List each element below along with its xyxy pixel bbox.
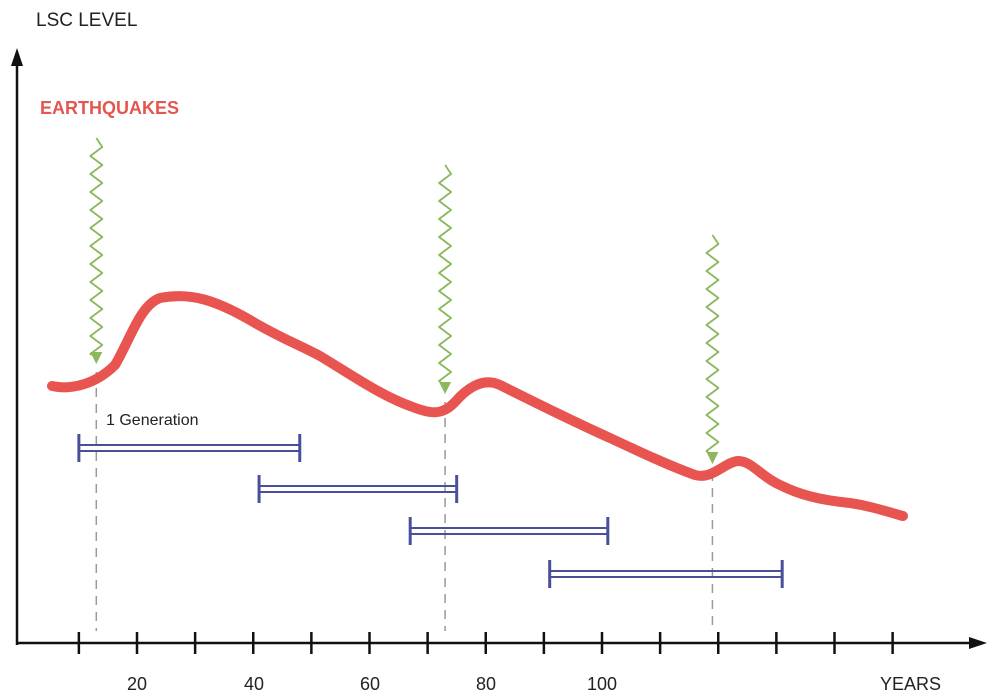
x-tick-labels: 20 40 60 80 100 xyxy=(127,674,617,694)
earthquakes-label: EARTHQUAKES xyxy=(40,98,179,118)
y-axis-arrowhead xyxy=(11,48,23,66)
x-ticks xyxy=(77,632,894,654)
x-axis-arrowhead xyxy=(969,637,987,649)
earthquake-arrowhead xyxy=(706,452,719,464)
axes xyxy=(11,48,987,654)
earthquake-arrow xyxy=(438,164,452,387)
x-tick-label: 20 xyxy=(127,674,147,694)
earthquake-arrows xyxy=(89,137,720,464)
x-tick-label: 100 xyxy=(587,674,617,694)
generation-bars xyxy=(77,434,784,588)
x-tick-label: 80 xyxy=(476,674,496,694)
x-tick-label: 40 xyxy=(244,674,264,694)
x-tick-label: 60 xyxy=(360,674,380,694)
earthquake-guides xyxy=(95,372,714,631)
earthquake-arrow xyxy=(705,234,720,457)
lsc-level-curve xyxy=(47,291,908,521)
y-axis-title: LSC LEVEL xyxy=(36,10,137,31)
generation-label: 1 Generation xyxy=(106,412,199,429)
x-axis-title: YEARS xyxy=(880,674,941,694)
earthquake-arrowhead xyxy=(439,382,452,394)
earthquake-arrow xyxy=(89,137,104,357)
earthquake-arrowhead xyxy=(90,352,103,364)
